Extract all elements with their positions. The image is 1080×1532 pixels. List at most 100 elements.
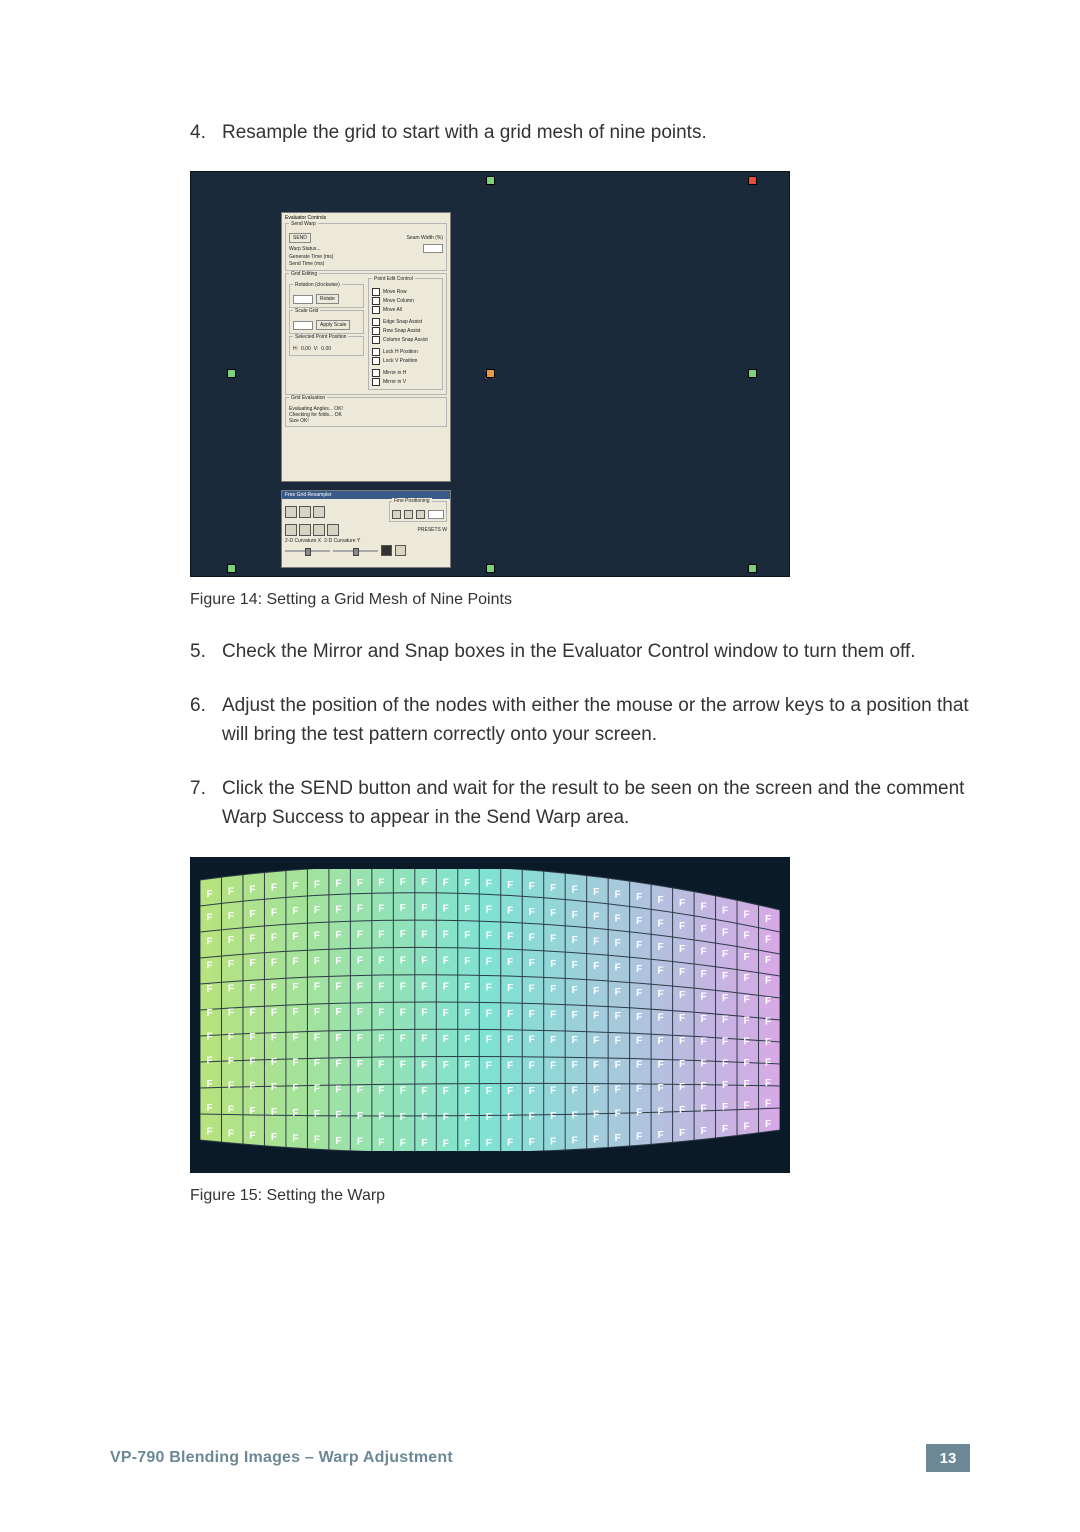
svg-text:F: F (593, 1010, 599, 1021)
svg-text:F: F (658, 942, 664, 953)
window-resampler[interactable]: Free Grid Resampler Fine Positioning (281, 490, 451, 568)
svg-text:F: F (400, 1137, 406, 1148)
svg-text:F: F (550, 882, 556, 893)
svg-text:F: F (357, 1136, 363, 1147)
chk-lock-h[interactable] (372, 348, 380, 356)
svg-text:F: F (271, 1082, 277, 1093)
arrow-right-icon[interactable] (416, 510, 425, 519)
preset-a-icon[interactable] (381, 545, 392, 556)
handle-bot-mid[interactable] (486, 564, 495, 573)
chk-mirror-v[interactable] (372, 378, 380, 386)
figure-15-frame: F F F F F F F F F F F F F F F F F F F F F F F F F F F F F F F F F F F F F F F F… (190, 857, 790, 1173)
fine-pos-input[interactable] (428, 510, 444, 519)
svg-text:F: F (722, 992, 728, 1003)
lbl-mirror-v: Mirror in V (383, 379, 406, 385)
x-icon[interactable] (299, 506, 311, 518)
group-grid-eval: Grid Evaluation Evaluating Angles... OK!… (285, 397, 447, 427)
svg-text:F: F (593, 886, 599, 897)
handle-bot-left[interactable] (227, 564, 236, 573)
svg-text:F: F (421, 1033, 427, 1044)
eval-line3: Size OK! (289, 418, 443, 424)
svg-text:F: F (636, 987, 642, 998)
svg-text:F: F (722, 1123, 728, 1134)
chk-edge-snap[interactable] (372, 318, 380, 326)
svg-text:F: F (400, 981, 406, 992)
chk-move-all[interactable] (372, 306, 380, 314)
resampler-icon-row-2 (285, 524, 339, 536)
svg-text:F: F (722, 927, 728, 938)
svg-text:F: F (615, 986, 621, 997)
chk-lock-v[interactable] (372, 357, 380, 365)
rotate-button[interactable]: Rotate (316, 294, 339, 304)
svg-text:F: F (228, 959, 234, 970)
scale-input[interactable] (293, 321, 313, 330)
warp-svg: F F F F F F F F F F F F F F F F F F F F F F F F F F F F F F F F F F F F F F F F… (200, 869, 780, 1151)
svg-text:F: F (615, 1133, 621, 1144)
svg-text:F: F (378, 877, 384, 888)
arrow-left-icon[interactable] (392, 510, 401, 519)
updown-icon[interactable] (313, 506, 325, 518)
svg-text:F: F (765, 1057, 771, 1068)
chk-move-col[interactable] (372, 297, 380, 305)
svg-text:F: F (464, 982, 470, 993)
svg-text:F: F (658, 918, 664, 929)
svg-text:F: F (357, 955, 363, 966)
svg-text:F: F (249, 1032, 255, 1043)
svg-text:F: F (765, 1078, 771, 1089)
svg-text:F: F (271, 1007, 277, 1018)
svg-text:F: F (636, 916, 642, 927)
svg-text:F: F (743, 1058, 749, 1069)
grid-icon[interactable] (285, 506, 297, 518)
leftright-icon[interactable] (313, 524, 325, 536)
curv-y-slider[interactable] (333, 550, 378, 552)
svg-text:F: F (615, 1011, 621, 1022)
handle-top-right[interactable] (748, 176, 757, 185)
handle-mid-left[interactable] (227, 369, 236, 378)
svg-text:F: F (314, 1134, 320, 1145)
chk-row-snap[interactable] (372, 327, 380, 335)
chk-move-row[interactable] (372, 288, 380, 296)
svg-text:F: F (529, 1137, 535, 1148)
svg-text:F: F (701, 1013, 707, 1024)
svg-text:F: F (550, 1136, 556, 1147)
step-5-number: 5. (190, 637, 222, 666)
step-5: 5. Check the Mirror and Snap boxes in th… (190, 637, 970, 666)
page-footer: VP-790 Blending Images – Warp Adjustment… (110, 1444, 970, 1472)
chk-col-snap[interactable] (372, 336, 380, 344)
mesh-icon[interactable] (327, 524, 339, 536)
preset-b-icon[interactable] (395, 545, 406, 556)
seam-width-input[interactable] (423, 244, 443, 253)
svg-text:F: F (464, 956, 470, 967)
step-4: 4. Resample the grid to start with a gri… (190, 118, 970, 147)
svg-text:F: F (636, 963, 642, 974)
handle-top-mid[interactable] (486, 176, 495, 185)
send-button[interactable]: SEND (289, 233, 311, 243)
svg-text:F: F (593, 985, 599, 996)
group-grid-editing-title: Grid Editing (289, 271, 319, 277)
svg-text:F: F (765, 1119, 771, 1130)
rotation-input[interactable] (293, 295, 313, 304)
curv-x-slider[interactable] (285, 550, 330, 552)
svg-text:F: F (464, 878, 470, 889)
step-list-567: 5. Check the Mirror and Snap boxes in th… (190, 637, 970, 832)
chk-mirror-h[interactable] (372, 369, 380, 377)
svg-text:F: F (722, 1036, 728, 1047)
svg-text:F: F (249, 1081, 255, 1092)
handle-mid-mid[interactable] (486, 369, 495, 378)
svg-text:F: F (550, 1085, 556, 1096)
handle-bot-right[interactable] (748, 564, 757, 573)
svg-text:F: F (314, 956, 320, 967)
window-evaluator-controls[interactable]: Evaluator Controls Send Warp SEND Seam W… (281, 212, 451, 482)
svg-text:F: F (357, 929, 363, 940)
send-time-label: Send Time (ms) (289, 261, 324, 267)
apply-scale-button[interactable]: Apply Scale (316, 320, 350, 330)
svg-text:F: F (271, 1032, 277, 1043)
svg-text:F: F (507, 1034, 513, 1045)
arrow-down-icon[interactable] (404, 510, 413, 519)
grid2-icon[interactable] (285, 524, 297, 536)
svg-text:F: F (679, 898, 685, 909)
handle-mid-right[interactable] (748, 369, 757, 378)
svg-text:F: F (593, 1060, 599, 1071)
svg-text:F: F (335, 1135, 341, 1146)
grid3-icon[interactable] (299, 524, 311, 536)
